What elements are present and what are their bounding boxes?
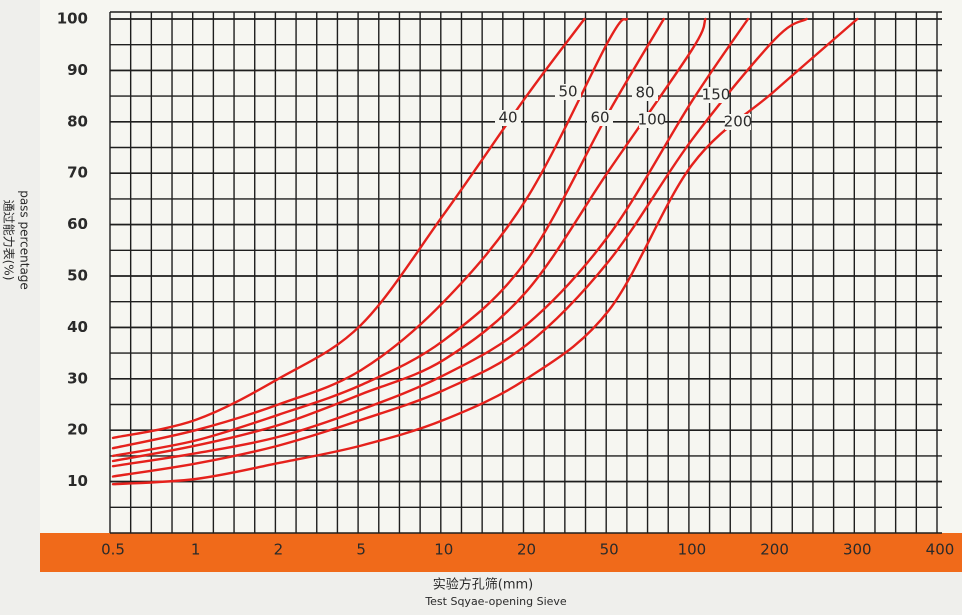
y-tick-label: 20 <box>67 421 88 439</box>
y-axis-title: pass percentage <box>18 190 32 290</box>
x-tick-label: 10 <box>434 541 453 559</box>
curve-label-bg <box>555 84 581 100</box>
curve <box>111 17 707 463</box>
curve-label: 100 <box>638 111 667 129</box>
x-tick-label: 20 <box>517 541 536 559</box>
y-axis-title-cn: 通过能力表(%) <box>2 200 16 281</box>
y-tick-label: 100 <box>57 10 88 28</box>
x-tick-label: 5 <box>356 541 366 559</box>
curve-label: 80 <box>635 84 654 102</box>
x-tick-label: 1 <box>191 541 201 559</box>
x-tick-label: 100 <box>678 541 707 559</box>
curve <box>111 17 750 468</box>
x-tick-label: 400 <box>926 541 955 559</box>
curve-label-bg <box>495 110 521 126</box>
labels: 10 20 30 40 50 60 70 80 90 100 0.5 1 2 5 10 20 50 100 200 3… <box>57 10 955 559</box>
x-tick-label: 0.5 <box>101 541 125 559</box>
curve-label-bg <box>632 85 658 101</box>
y-tick-label: 10 <box>67 472 88 490</box>
x-tick-label: 50 <box>600 541 619 559</box>
y-tick-label: 70 <box>67 164 88 182</box>
x-tick-label: 200 <box>760 541 789 559</box>
x-tick-label: 300 <box>843 541 872 559</box>
curve <box>111 17 629 450</box>
x-axis-title-cn: 实验方孔筛(mm) <box>433 577 533 593</box>
x-tick-label: 2 <box>274 541 284 559</box>
curve-label: 60 <box>590 109 609 127</box>
curve-label-bg <box>703 87 729 103</box>
curve-label: 200 <box>724 113 753 131</box>
curve-label-bg <box>725 114 751 130</box>
curve-label-bg <box>639 112 665 128</box>
y-tick-label: 60 <box>67 215 88 233</box>
curve <box>111 17 586 440</box>
plot-paper <box>40 0 962 533</box>
y-tick-label: 50 <box>67 267 88 285</box>
grid <box>109 11 942 534</box>
curve-label: 40 <box>498 109 517 127</box>
y-tick-label: 40 <box>67 318 88 336</box>
x-axis-band <box>40 533 962 572</box>
curve-label: 50 <box>558 83 577 101</box>
x-axis-title: Test Sqyae-opening Sieve <box>424 595 567 608</box>
y-tick-label: 80 <box>67 112 88 130</box>
curve-label-bg <box>587 110 613 126</box>
y-tick-label: 90 <box>67 61 88 79</box>
curve-label: 150 <box>702 86 731 104</box>
y-tick-label: 30 <box>67 369 88 387</box>
